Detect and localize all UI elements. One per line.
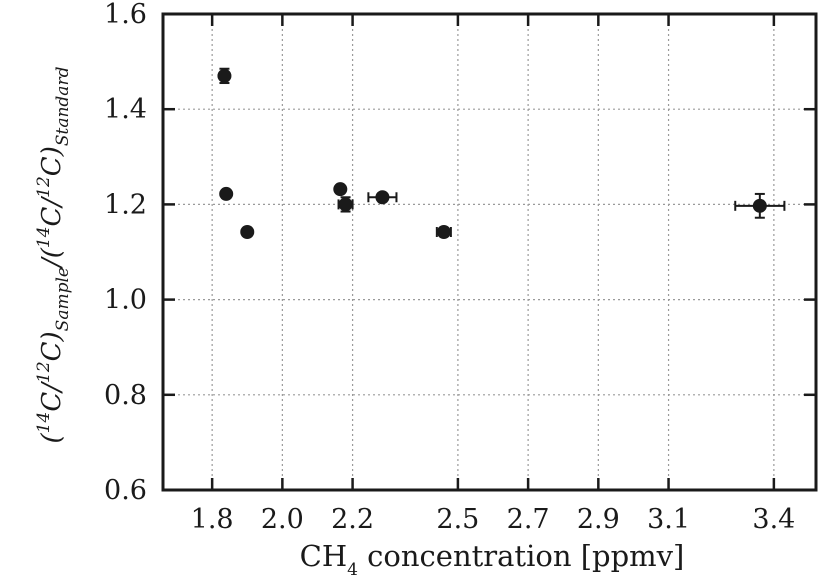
data-point (734, 192, 786, 219)
point-marker (219, 186, 234, 201)
data-point (367, 190, 398, 205)
data-points (217, 67, 786, 240)
point-marker (217, 68, 232, 83)
x-tick-label: 2.0 (261, 504, 304, 535)
y-tick-label: 1.6 (104, 0, 147, 30)
x-tick-label: 2.7 (507, 504, 550, 535)
y-tick-label: 0.8 (104, 380, 147, 411)
x-tick-label: 3.1 (647, 504, 690, 535)
y-tick-label: 0.6 (104, 475, 147, 506)
point-marker (375, 190, 390, 205)
y-tick-label: 1.2 (104, 189, 147, 220)
x-tick-label: 3.4 (752, 504, 795, 535)
y-tick-label: 1.0 (104, 285, 147, 316)
y-tick-labels: 0.6 0.8 1.0 1.2 1.4 1.6 (104, 0, 147, 506)
y-axis-label-text: (14C/12C)Sample/(14C/12C)Standard (34, 66, 73, 443)
grid-lines (163, 14, 816, 490)
x-tick-label: 2.2 (331, 504, 374, 535)
point-marker (752, 198, 767, 213)
data-point (435, 225, 452, 240)
x-tick-labels: 1.8 2.0 2.2 2.5 2.7 2.9 3.1 3.4 (191, 504, 796, 535)
x-tick-label: 2.9 (577, 504, 620, 535)
x-axis-label: CH4 concentration [ppmv] (300, 539, 685, 580)
axis-ticks (163, 12, 816, 492)
point-marker (436, 225, 451, 240)
x-tick-label: 1.8 (191, 504, 234, 535)
y-axis-label: (14C/12C)Sample/(14C/12C)Standard (34, 66, 73, 443)
data-point (240, 225, 255, 240)
point-marker (338, 197, 353, 212)
x-tick-label: 2.5 (436, 504, 479, 535)
point-marker (240, 225, 255, 240)
y-tick-label: 1.4 (104, 94, 147, 125)
data-point (333, 182, 348, 197)
data-point (219, 186, 234, 201)
point-marker (333, 182, 348, 197)
plot-frame (161, 12, 818, 492)
data-point (217, 67, 232, 85)
data-point (337, 196, 354, 213)
